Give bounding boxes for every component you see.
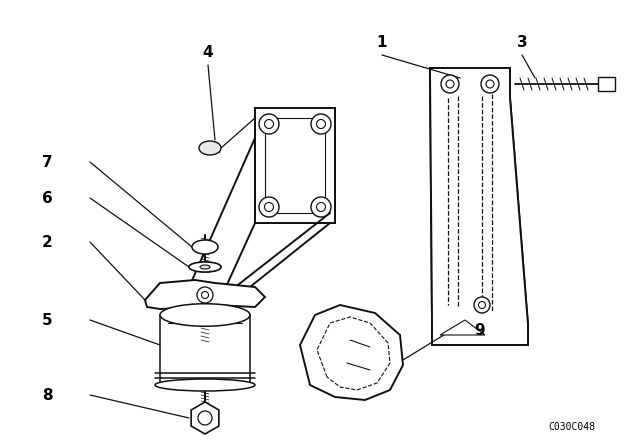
Polygon shape — [255, 108, 335, 223]
Ellipse shape — [189, 262, 221, 272]
Circle shape — [479, 302, 486, 309]
Circle shape — [446, 80, 454, 88]
Text: 6: 6 — [42, 190, 52, 206]
Circle shape — [311, 114, 331, 134]
Polygon shape — [598, 77, 615, 91]
Circle shape — [441, 75, 459, 93]
Ellipse shape — [160, 304, 250, 326]
Circle shape — [198, 411, 212, 425]
Circle shape — [264, 120, 273, 129]
Text: 2: 2 — [42, 234, 52, 250]
Circle shape — [202, 292, 209, 298]
Circle shape — [259, 197, 279, 217]
Circle shape — [259, 114, 279, 134]
Circle shape — [317, 120, 326, 129]
Circle shape — [481, 75, 499, 93]
Ellipse shape — [200, 265, 210, 269]
Circle shape — [264, 202, 273, 211]
Text: 1: 1 — [377, 34, 387, 49]
Text: C030C048: C030C048 — [548, 422, 595, 432]
Polygon shape — [440, 320, 485, 335]
Ellipse shape — [189, 262, 221, 272]
Circle shape — [200, 242, 210, 252]
Ellipse shape — [192, 240, 218, 254]
Text: 4: 4 — [203, 44, 213, 60]
Polygon shape — [317, 317, 390, 390]
Circle shape — [486, 80, 494, 88]
Circle shape — [474, 297, 490, 313]
Polygon shape — [255, 108, 335, 223]
Text: 8: 8 — [42, 388, 52, 402]
Ellipse shape — [155, 379, 255, 391]
Ellipse shape — [199, 141, 221, 155]
Polygon shape — [430, 68, 528, 345]
Polygon shape — [300, 305, 403, 400]
Circle shape — [317, 202, 326, 211]
Circle shape — [311, 197, 331, 217]
Polygon shape — [430, 68, 528, 345]
Text: 3: 3 — [516, 34, 527, 49]
Text: 9: 9 — [475, 323, 485, 337]
Polygon shape — [145, 280, 265, 309]
Polygon shape — [191, 402, 219, 434]
Text: 7: 7 — [42, 155, 52, 169]
Text: 5: 5 — [42, 313, 52, 327]
Circle shape — [197, 287, 213, 303]
